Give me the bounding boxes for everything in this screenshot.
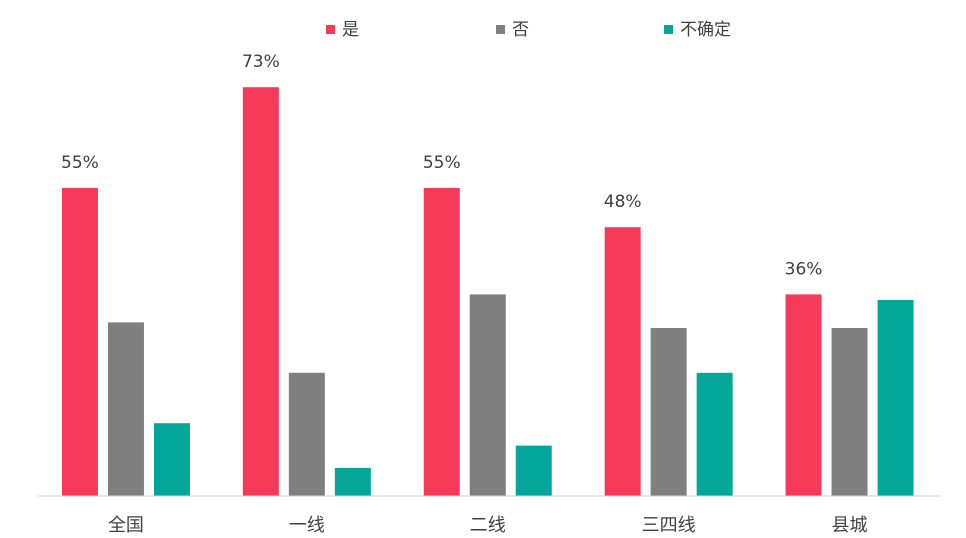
bar (242, 87, 279, 496)
bar (877, 300, 914, 496)
bar (288, 372, 325, 496)
bar (650, 328, 687, 496)
bar (785, 294, 822, 496)
legend-label: 否 (512, 20, 529, 40)
data-label: 48% (604, 192, 642, 212)
legend-swatch (326, 25, 335, 34)
bar (107, 322, 144, 496)
x-tick-label: 二线 (470, 515, 506, 536)
bar (515, 445, 552, 496)
data-label: 55% (423, 153, 461, 173)
bar (831, 328, 868, 496)
x-tick-label: 县城 (832, 515, 868, 536)
x-tick-label: 一线 (289, 515, 325, 536)
x-tick-label: 全国 (108, 515, 144, 536)
x-tick-label: 三四线 (642, 515, 696, 536)
bar (61, 188, 98, 496)
data-label: 73% (242, 52, 280, 72)
bar (469, 294, 506, 496)
bar (423, 188, 460, 496)
bar (334, 468, 371, 496)
legend-swatch (496, 25, 505, 34)
data-label: 36% (785, 259, 823, 279)
legend-label: 不确定 (680, 20, 731, 40)
data-label: 55% (61, 153, 99, 173)
legend-label: 是 (342, 20, 359, 40)
bar (153, 423, 190, 496)
bar (604, 227, 641, 496)
legend-swatch (664, 25, 673, 34)
bar (696, 372, 733, 496)
